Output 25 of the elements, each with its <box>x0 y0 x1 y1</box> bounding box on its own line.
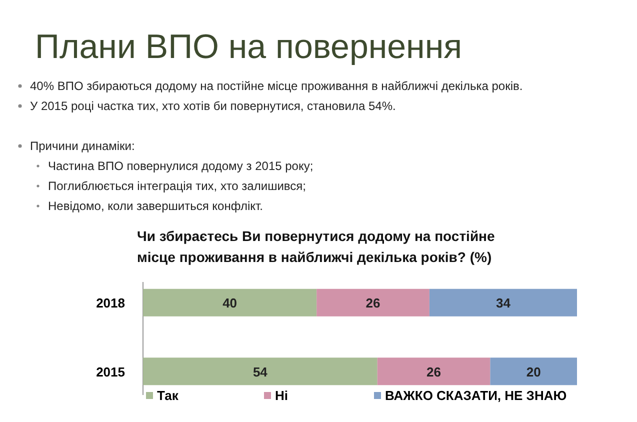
data-label: 20 <box>526 364 541 380</box>
chart-subtitle: Чи збираєтесь Ви повернутися додому на постійне місце проживання в найближчі декілька років? (%) <box>137 228 496 265</box>
bar <box>490 358 577 386</box>
legend-label: Ні <box>275 388 288 403</box>
y-tick-label: 2015 <box>96 364 125 380</box>
data-label: 34 <box>496 296 512 311</box>
data-label: 26 <box>366 296 380 311</box>
chart-title: Плани ВПО на повернення <box>35 28 462 66</box>
bar <box>143 358 378 386</box>
y-tick-label: 2018 <box>96 296 125 311</box>
text: 40% ВПО збираються додому на постійне місце проживання в найближчі декілька років. <box>30 79 523 93</box>
data-label: 40 <box>222 296 238 311</box>
legend-label: Так <box>157 388 179 403</box>
bar <box>316 288 430 316</box>
data-label: 54 <box>252 364 268 380</box>
text: Невідомо, коли завершиться конфлікт. <box>48 199 264 213</box>
text: Частина ВПО повернулися додому з 2015 року; <box>48 159 314 173</box>
bar <box>143 288 317 316</box>
text: Причини динаміки: <box>30 139 135 153</box>
data-label: 26 <box>426 364 442 380</box>
text: Поглиблюється інтеграція тих, хто залишився; <box>48 179 306 193</box>
legend-label: ВАЖКО СКАЗАТИ, НЕ ЗНАЮ <box>385 388 567 403</box>
bar <box>377 358 490 386</box>
text: У 2015 році частка тих, хто хотів би повернутися, становила 54%. <box>30 99 396 113</box>
bar <box>429 288 577 316</box>
